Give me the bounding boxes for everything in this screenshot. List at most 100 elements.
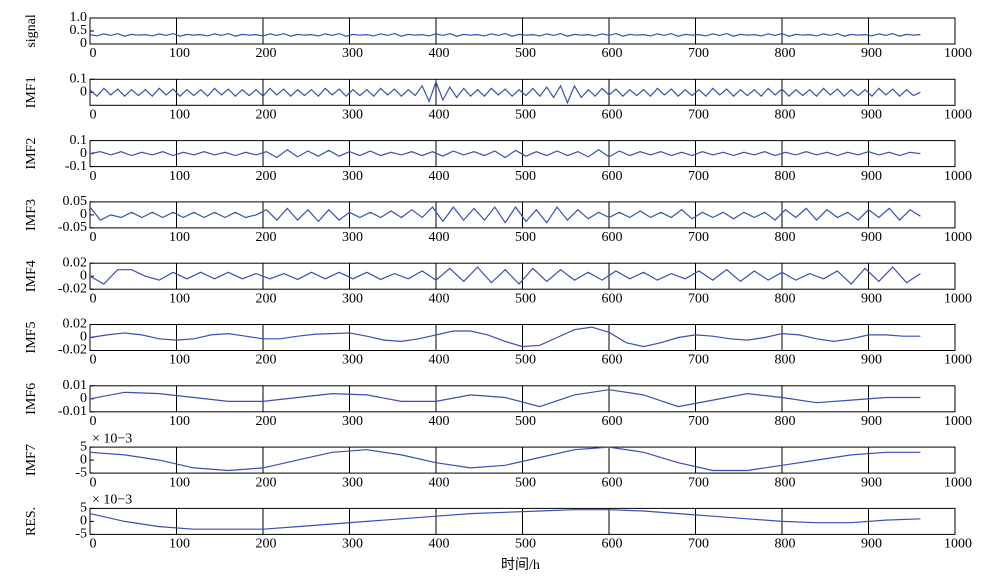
y-tick-label: -0.02 (58, 343, 87, 358)
x-tick-label: 1000 (944, 230, 972, 245)
x-tick-label: 800 (775, 353, 796, 368)
x-tick-label: 700 (688, 291, 709, 306)
x-tick-label: 100 (169, 169, 190, 184)
x-axis-label: 时间/h (501, 557, 540, 573)
y-tick-label: 0.1 (70, 133, 88, 148)
x-tick-label: 500 (515, 414, 536, 429)
data-line (89, 80, 921, 105)
x-tick-label: 200 (256, 108, 277, 123)
y-tick-label: 0 (80, 146, 87, 161)
x-tick-label: 400 (429, 537, 450, 552)
y-axis-label: signal (24, 14, 39, 48)
x-tick-label: 400 (429, 353, 450, 368)
x-tick-label: 100 (169, 353, 190, 368)
x-tick-label: 0 (90, 169, 97, 184)
x-tick-label: 500 (515, 230, 536, 245)
x-tick-label: 1000 (944, 475, 972, 490)
x-tick-label: 300 (342, 230, 363, 245)
x-tick-label: 600 (602, 169, 623, 184)
data-line (89, 326, 921, 348)
y-tick-label: 0.02 (63, 317, 88, 332)
x-tick-label: 900 (861, 414, 882, 429)
x-tick-label: 1000 (944, 537, 972, 552)
x-tick-label: 600 (602, 537, 623, 552)
y-axis-label: IMF1 (24, 76, 39, 108)
y-tick-label: 5 (80, 439, 87, 454)
x-tick-label: 1000 (944, 46, 972, 61)
y-tick-label: -5 (75, 527, 87, 542)
x-tick-label: 300 (342, 537, 363, 552)
x-tick-label: 200 (256, 230, 277, 245)
x-tick-label: 600 (602, 414, 623, 429)
x-tick-label: 800 (775, 108, 796, 123)
x-tick-label: 500 (515, 475, 536, 490)
x-tick-label: 700 (688, 414, 709, 429)
x-tick-label: 800 (775, 475, 796, 490)
x-tick-label: 200 (256, 169, 277, 184)
x-tick-label: 900 (861, 108, 882, 123)
x-tick-label: 600 (602, 291, 623, 306)
x-tick-label: 0 (90, 353, 97, 368)
y-tick-label: 0 (80, 514, 87, 529)
y-tick-label: -0.05 (58, 220, 87, 235)
data-line (89, 509, 921, 530)
x-tick-label: 700 (688, 108, 709, 123)
y-axis-label: IMF5 (24, 322, 39, 354)
x-tick-label: 900 (861, 169, 882, 184)
x-tick-label: 300 (342, 291, 363, 306)
x-tick-label: 0 (90, 291, 97, 306)
y-tick-label: 0 (80, 207, 87, 222)
x-tick-label: 400 (429, 108, 450, 123)
x-tick-label: 0 (90, 46, 97, 61)
x-tick-label: 800 (775, 414, 796, 429)
y-tick-label: 1.0 (70, 10, 88, 25)
x-tick-label: 600 (602, 353, 623, 368)
y-tick-label: -5 (75, 465, 87, 480)
x-tick-label: 0 (90, 414, 97, 429)
x-tick-label: 0 (90, 108, 97, 123)
x-tick-label: 900 (861, 537, 882, 552)
x-tick-label: 0 (90, 475, 97, 490)
x-tick-label: 300 (342, 108, 363, 123)
y-axis-label: RES. (24, 507, 39, 536)
x-tick-label: 100 (169, 230, 190, 245)
x-tick-label: 800 (775, 46, 796, 61)
y-tick-label: -0.02 (58, 281, 87, 296)
x-tick-label: 1000 (944, 414, 972, 429)
y-tick-label: 0.01 (63, 378, 88, 393)
x-tick-label: 100 (169, 291, 190, 306)
x-tick-label: 600 (602, 230, 623, 245)
y-tick-label: 0 (80, 452, 87, 467)
x-tick-label: 800 (775, 291, 796, 306)
y-tick-label: 0.1 (70, 72, 88, 87)
x-tick-label: 100 (169, 537, 190, 552)
x-tick-label: 300 (342, 414, 363, 429)
x-tick-label: 800 (775, 169, 796, 184)
x-tick-label: 1000 (944, 108, 972, 123)
y-tick-label: 0 (80, 85, 87, 100)
x-tick-label: 200 (256, 353, 277, 368)
x-tick-label: 500 (515, 537, 536, 552)
x-tick-label: 500 (515, 46, 536, 61)
x-tick-label: 200 (256, 291, 277, 306)
x-tick-label: 300 (342, 46, 363, 61)
data-line (89, 389, 921, 408)
x-tick-label: 900 (861, 291, 882, 306)
data-line (89, 32, 921, 37)
x-tick-label: 700 (688, 537, 709, 552)
x-tick-label: 900 (861, 230, 882, 245)
data-line (89, 446, 921, 472)
x-tick-label: 400 (429, 46, 450, 61)
x-tick-label: 100 (169, 414, 190, 429)
data-line (89, 206, 921, 224)
x-tick-label: 600 (602, 46, 623, 61)
x-tick-label: 500 (515, 291, 536, 306)
x-tick-label: 300 (342, 353, 363, 368)
y-axis-label: IMF4 (24, 260, 39, 292)
x-tick-label: 900 (861, 475, 882, 490)
x-tick-label: 200 (256, 414, 277, 429)
x-tick-label: 100 (169, 475, 190, 490)
x-tick-label: 500 (515, 169, 536, 184)
x-tick-label: 700 (688, 169, 709, 184)
axis-multiplier: × 10−3 (92, 431, 132, 446)
